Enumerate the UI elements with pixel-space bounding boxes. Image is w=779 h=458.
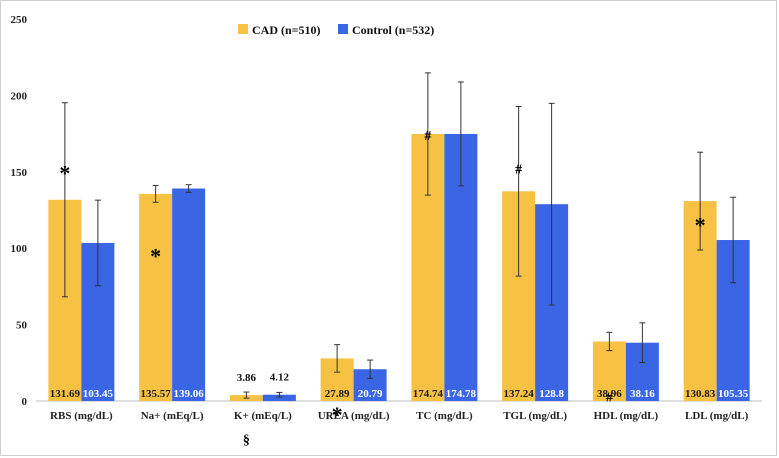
error-bar-control <box>94 199 101 287</box>
error-bar-cad <box>424 72 431 196</box>
legend-label-control: Control (n=532) <box>352 23 434 37</box>
error-bar-cad <box>152 184 159 203</box>
data-label-control: 139.06 <box>174 388 205 400</box>
data-label-control: 20.79 <box>358 388 383 400</box>
data-label-control: 103.45 <box>83 388 114 400</box>
error-bar-control <box>457 81 464 187</box>
data-label-cad: 27.89 <box>325 388 350 400</box>
bar-cad <box>592 341 626 401</box>
y-tick-label: 100 <box>11 243 28 255</box>
y-tick-label: 250 <box>11 14 28 26</box>
x-category-label: LDL (mg/dL) <box>685 410 749 422</box>
error-bar-control <box>730 196 737 284</box>
data-label-cad: 135.57 <box>141 388 172 400</box>
error-bar-cad <box>334 344 341 373</box>
error-bar-control <box>548 102 555 306</box>
significance-marker: § <box>243 433 250 448</box>
error-bar-control <box>185 184 192 193</box>
data-label-control: 174.78 <box>446 388 477 400</box>
error-bar-control <box>639 322 646 364</box>
error-bar-cad <box>61 102 68 298</box>
y-tick-label: 50 <box>16 320 28 332</box>
bar-control <box>172 188 206 401</box>
data-label-cad: 130.83 <box>685 388 716 400</box>
y-tick-label: 200 <box>11 90 28 102</box>
y-tick-label: 150 <box>11 167 28 179</box>
significance-marker: # <box>424 129 431 144</box>
legend-label-cad: CAD (n=510) <box>252 23 321 37</box>
bar-control <box>262 394 296 401</box>
error-bar-control <box>367 359 374 379</box>
error-bar-cad <box>697 151 704 251</box>
significance-marker: * <box>332 402 343 427</box>
data-label-control: 4.12 <box>270 372 290 384</box>
error-bar-cad <box>515 105 522 277</box>
data-label-cad: 137.24 <box>504 388 535 400</box>
x-category-label: K+ (mEq/L) <box>234 410 292 422</box>
significance-marker: * <box>59 161 70 186</box>
data-label-cad: 174.74 <box>413 388 444 400</box>
error-bar-control <box>276 391 283 398</box>
legend-swatch-cad <box>238 24 248 34</box>
data-label-control: 38.16 <box>630 388 655 400</box>
data-label-cad: 38.96 <box>597 388 622 400</box>
significance-marker: * <box>695 213 706 238</box>
data-label-control: 128.8 <box>539 388 564 400</box>
x-category-label: Na+ (mEq/L) <box>141 410 204 422</box>
legend: CAD (n=510) Control (n=532) <box>238 23 434 37</box>
x-category-label: TGL (mg/dL) <box>503 410 567 422</box>
error-bar-cad <box>243 391 250 399</box>
significance-marker: * <box>150 243 161 268</box>
x-category-label: HDL (mg/dL) <box>594 410 659 422</box>
data-label-control: 105.35 <box>718 388 749 400</box>
error-bar-cad <box>606 331 613 352</box>
significance-marker: # <box>515 163 522 178</box>
data-label-cad: 3.86 <box>237 372 257 384</box>
legend-swatch-control <box>338 24 348 34</box>
significance-marker: # <box>606 390 613 405</box>
x-category-label: TC (mg/dL) <box>416 410 473 422</box>
data-label-cad: 131.69 <box>50 388 81 400</box>
x-category-label: UREA (mg/dL) <box>318 410 390 422</box>
x-category-label: RBS (mg/dL) <box>50 410 113 422</box>
y-tick-label: 0 <box>22 396 28 408</box>
bar-cad <box>139 193 173 401</box>
